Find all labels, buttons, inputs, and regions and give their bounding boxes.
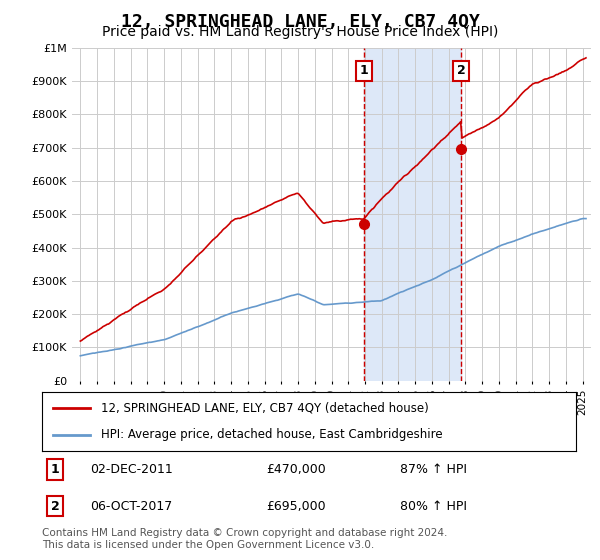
Bar xyxy=(364,48,461,381)
Text: 2: 2 xyxy=(51,500,60,512)
Text: £695,000: £695,000 xyxy=(266,500,326,512)
Text: 12, SPRINGHEAD LANE, ELY, CB7 4QY (detached house): 12, SPRINGHEAD LANE, ELY, CB7 4QY (detac… xyxy=(101,402,428,414)
Text: HPI: Average price, detached house, East Cambridgeshire: HPI: Average price, detached house, East… xyxy=(101,428,442,441)
Text: 12, SPRINGHEAD LANE, ELY, CB7 4QY: 12, SPRINGHEAD LANE, ELY, CB7 4QY xyxy=(121,12,479,30)
Text: £470,000: £470,000 xyxy=(266,463,326,476)
Text: 87% ↑ HPI: 87% ↑ HPI xyxy=(400,463,467,476)
Text: Contains HM Land Registry data © Crown copyright and database right 2024.
This d: Contains HM Land Registry data © Crown c… xyxy=(42,528,448,550)
Text: 80% ↑ HPI: 80% ↑ HPI xyxy=(400,500,467,512)
Text: 2: 2 xyxy=(457,64,466,77)
Text: 02-DEC-2011: 02-DEC-2011 xyxy=(90,463,173,476)
Text: 06-OCT-2017: 06-OCT-2017 xyxy=(90,500,172,512)
Text: Price paid vs. HM Land Registry's House Price Index (HPI): Price paid vs. HM Land Registry's House … xyxy=(102,25,498,39)
Text: 1: 1 xyxy=(51,463,60,476)
Text: 1: 1 xyxy=(359,64,368,77)
